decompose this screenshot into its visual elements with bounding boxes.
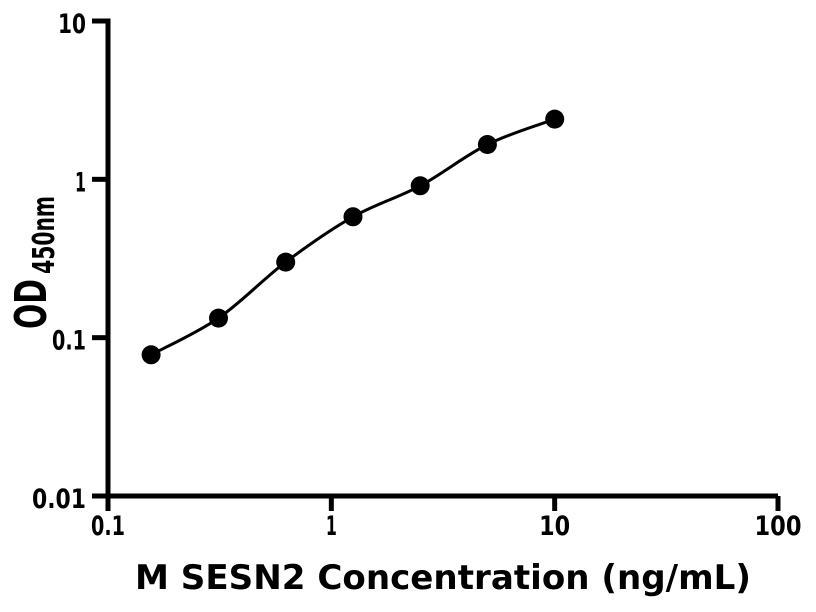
y-tick-label: 1 bbox=[75, 167, 86, 198]
x-tick-label: 0.1 bbox=[91, 511, 125, 542]
x-tick-label: 100 bbox=[755, 511, 802, 542]
data-point-marker bbox=[209, 308, 228, 328]
y-axis-title: OD 450nm bbox=[6, 196, 62, 329]
data-point-marker bbox=[545, 109, 565, 129]
y-axis-title-main: OD bbox=[6, 279, 57, 329]
data-point-marker bbox=[276, 252, 296, 272]
plot-layer bbox=[141, 109, 565, 365]
x-tick-label: 10 bbox=[539, 511, 570, 542]
data-point-marker bbox=[343, 207, 363, 227]
y-tick-label: 0.01 bbox=[32, 484, 86, 515]
data-point-marker bbox=[477, 135, 497, 154]
y-tick-label: 0.1 bbox=[52, 326, 86, 357]
x-axis-title: M SESN2 Concentration (ng/mL) bbox=[135, 558, 751, 598]
tick-layer bbox=[92, 18, 781, 511]
x-tick-label: 1 bbox=[326, 511, 337, 542]
data-point-marker bbox=[410, 176, 430, 196]
data-point-marker bbox=[141, 345, 161, 365]
axes-layer bbox=[105, 18, 778, 511]
y-tick-label: 10 bbox=[58, 9, 86, 40]
y-axis-title-sub: 450nm bbox=[27, 196, 62, 274]
